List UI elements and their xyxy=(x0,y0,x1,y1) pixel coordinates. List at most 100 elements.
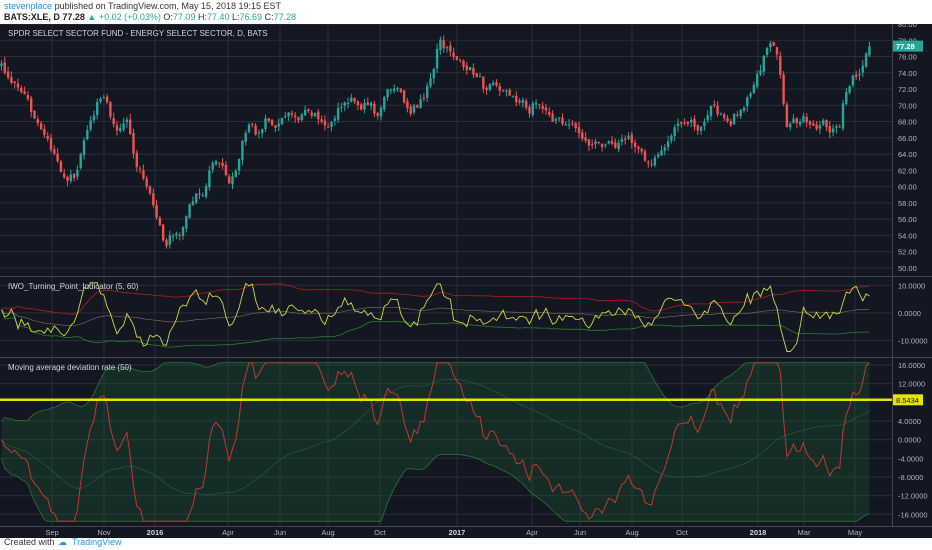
tradingview-brand[interactable]: TradingView xyxy=(72,537,122,547)
main-price-tick: 74.00 xyxy=(898,69,917,78)
candle-body xyxy=(746,97,749,107)
candle-body xyxy=(693,118,696,127)
author-link[interactable]: stevenplace xyxy=(4,1,53,11)
open-value: 77.09 xyxy=(172,12,196,22)
main-price-tick: 76.00 xyxy=(898,53,917,62)
candle-body xyxy=(468,67,472,71)
time-axis-label: Jun xyxy=(574,528,586,537)
indicator-bands xyxy=(1,362,870,522)
candle-body xyxy=(637,146,640,149)
madr-value-tick: 16.0000 xyxy=(898,361,925,370)
candle-body xyxy=(584,137,587,141)
candle-body xyxy=(360,104,363,110)
candle-body xyxy=(280,117,284,125)
candle-body xyxy=(607,141,610,144)
candle-body xyxy=(475,73,478,78)
candle-body xyxy=(376,113,379,116)
iwo-value-tick: 0.0000 xyxy=(898,309,921,318)
candle-body xyxy=(501,90,505,92)
iwo-value-tick: -10.0000 xyxy=(898,336,928,345)
candle-body xyxy=(0,63,3,67)
candle-body xyxy=(165,240,168,246)
low-label: L: xyxy=(232,12,240,22)
candle-body xyxy=(333,118,336,121)
candle-body xyxy=(561,117,564,124)
candle-body xyxy=(171,235,175,237)
indicator-lines xyxy=(0,282,892,522)
candle-body xyxy=(482,76,485,89)
grid-lines xyxy=(0,23,892,526)
candle-body xyxy=(845,91,848,104)
candle-body xyxy=(713,104,716,106)
chart-area[interactable]: 80.0078.0076.0074.0072.0070.0068.0066.00… xyxy=(0,20,932,538)
madr-value-tick: 4.0000 xyxy=(898,417,921,426)
candle-body xyxy=(851,75,855,86)
candle-body xyxy=(600,143,604,148)
candle-body xyxy=(861,65,864,73)
candle-body xyxy=(765,48,769,55)
candle-body xyxy=(666,141,670,148)
candle-body xyxy=(429,78,432,87)
candle-body xyxy=(221,162,224,166)
candle-body xyxy=(228,176,231,184)
candle-body xyxy=(544,107,548,111)
candle-body xyxy=(323,120,327,126)
candle-body xyxy=(231,176,234,185)
candle-body xyxy=(706,115,709,121)
candle-body xyxy=(181,227,185,237)
time-axis-label: Oct xyxy=(676,528,689,537)
candle-body xyxy=(267,118,270,121)
candle-body xyxy=(366,102,369,105)
publish-line: stevenplace published on TradingView.com… xyxy=(4,1,281,11)
candle-body xyxy=(89,120,92,130)
main-price-tick: 54.00 xyxy=(898,231,917,240)
highlight-value-label: 8.5434 xyxy=(896,396,919,405)
time-axis-label: Sep xyxy=(45,528,58,537)
candle-body xyxy=(234,171,237,178)
candle-body xyxy=(488,84,492,90)
price-axis[interactable]: 80.0078.0076.0074.0072.0070.0068.0066.00… xyxy=(45,20,928,537)
candle-body xyxy=(449,45,452,52)
candle-body xyxy=(396,87,399,90)
candle-body xyxy=(247,124,251,132)
main-price-tick: 50.00 xyxy=(898,264,917,273)
candle-body xyxy=(478,76,482,78)
candle-body xyxy=(795,118,798,123)
main-pane-title: SPDR SELECT SECTOR FUND - ENERGY SELECT … xyxy=(8,29,268,38)
candle-body xyxy=(633,142,637,148)
candle-body xyxy=(858,74,861,76)
time-axis-label: Jun xyxy=(274,528,286,537)
candle-body xyxy=(624,138,627,140)
iwo-upper-band xyxy=(1,283,870,315)
candle-body xyxy=(284,116,287,118)
candle-body xyxy=(297,117,300,121)
candle-body xyxy=(643,151,647,161)
candle-body xyxy=(594,141,597,145)
candle-body xyxy=(459,59,462,61)
candle-body xyxy=(435,48,439,69)
candle-body xyxy=(224,165,228,176)
close-label: C: xyxy=(264,12,274,22)
candle-body xyxy=(30,98,33,112)
candle-body xyxy=(244,132,247,142)
candle-body xyxy=(162,224,165,241)
candle-body xyxy=(393,88,396,92)
candle-body xyxy=(254,125,257,135)
iwo-pane-title: IWO_Turning_Point_Indicator (5, 60) xyxy=(8,282,139,291)
candle-body xyxy=(343,102,346,106)
iwo-oscillator-line xyxy=(1,282,870,352)
candle-body xyxy=(627,136,630,139)
time-axis-label: Aug xyxy=(625,528,638,537)
tradingview-logo-icon[interactable]: ☁ xyxy=(58,537,67,547)
candle-body xyxy=(564,124,567,126)
madr-value-tick: -4.0000 xyxy=(898,454,923,463)
candle-body xyxy=(336,108,340,120)
candle-body xyxy=(112,118,115,125)
candle-body xyxy=(495,82,498,86)
chart-header: stevenplace published on TradingView.com… xyxy=(0,0,932,24)
candle-body xyxy=(300,114,303,120)
candle-body xyxy=(525,100,528,108)
candle-body xyxy=(416,105,419,108)
candle-body xyxy=(792,118,795,123)
candle-body xyxy=(142,170,145,179)
